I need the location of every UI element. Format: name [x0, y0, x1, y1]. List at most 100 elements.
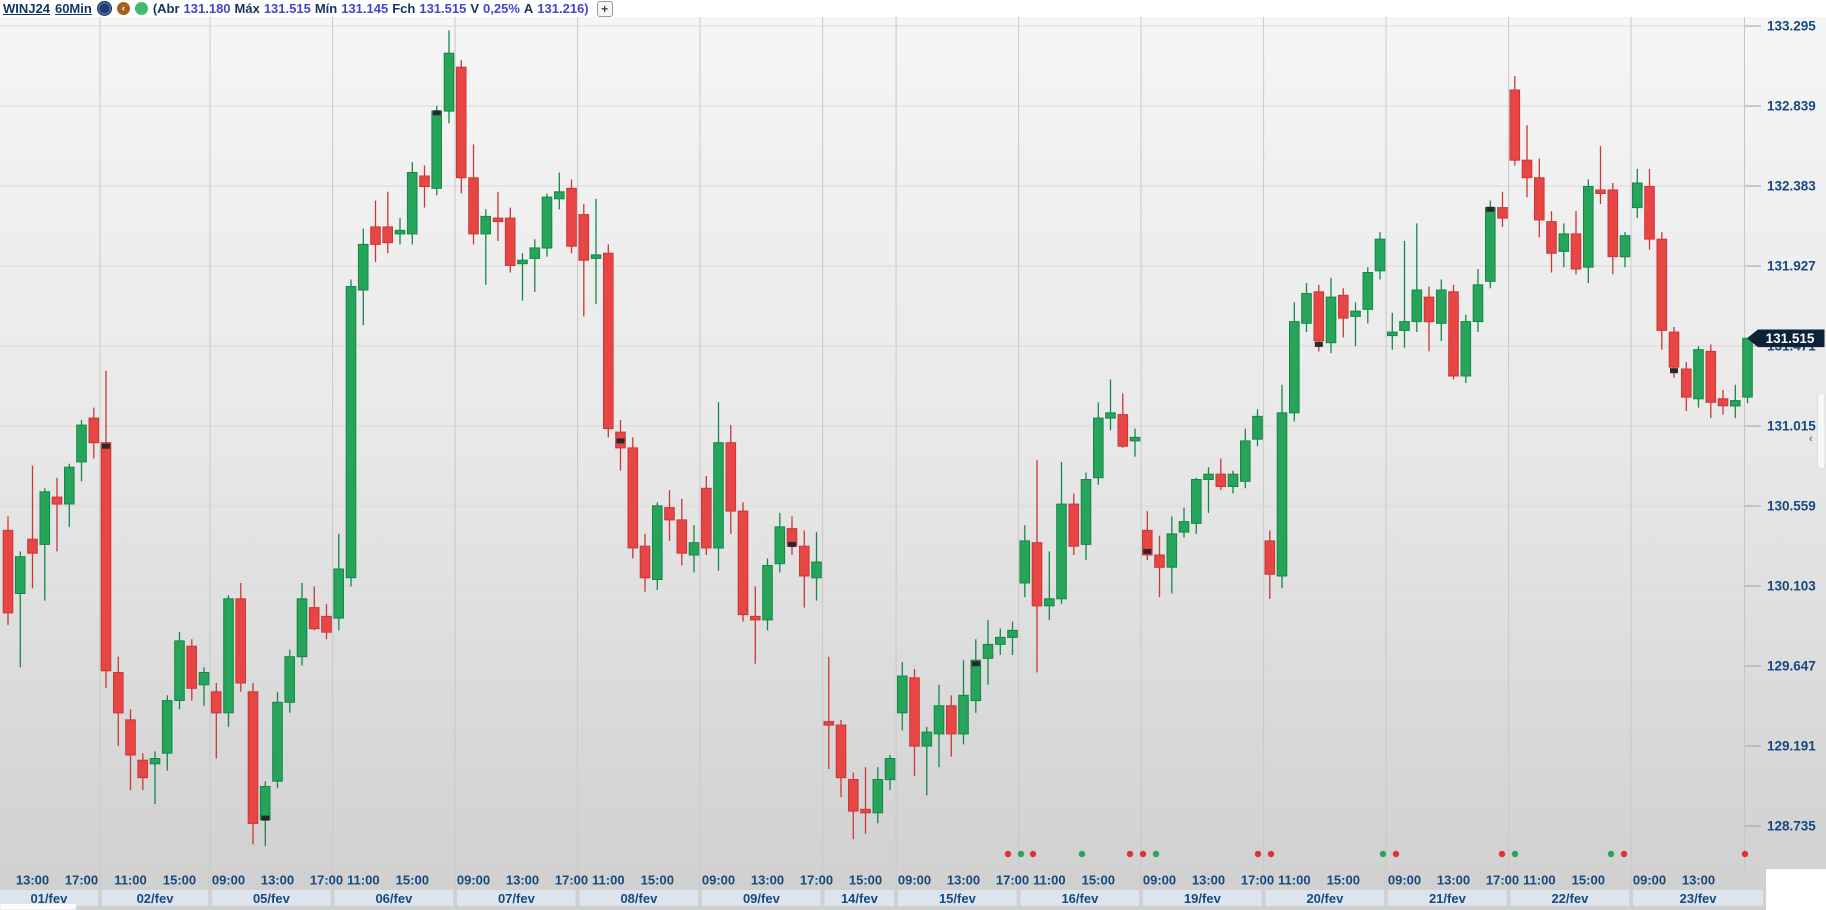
- symbol-label[interactable]: WINJ24: [3, 1, 50, 16]
- trade-marker-dot: [1029, 850, 1037, 858]
- candle-body: [468, 177, 479, 235]
- candle-body: [1142, 529, 1153, 556]
- candle-body: [1129, 436, 1141, 442]
- chevron-left-icon: ‹: [1809, 433, 1813, 445]
- candle-body: [1019, 540, 1031, 584]
- time-label: 13:00: [947, 873, 980, 888]
- candle-body: [2, 529, 14, 614]
- horizontal-scrollbar: [0, 903, 77, 910]
- close-value: 131.515: [419, 1, 467, 16]
- date-panel: [1020, 890, 1140, 906]
- candle-body: [198, 672, 210, 686]
- candle-body: [1117, 414, 1129, 447]
- variation-value: 0,25%: [483, 1, 520, 16]
- trade-marker-dot: [1126, 850, 1134, 858]
- candle-body: [88, 417, 100, 444]
- time-label: 11:00: [592, 873, 625, 888]
- time-label: 15:00: [1572, 873, 1605, 888]
- candle-body: [1619, 235, 1631, 258]
- trade-marker-dot: [1078, 850, 1086, 858]
- candle-body: [1387, 331, 1398, 337]
- candle-body: [27, 538, 38, 554]
- date-label: 02/fev: [137, 891, 175, 906]
- candle-body: [1313, 291, 1325, 342]
- date-label: 19/fev: [1184, 891, 1222, 906]
- time-label: 15:00: [1082, 873, 1115, 888]
- candle-body: [235, 598, 246, 684]
- time-label: 09:00: [898, 873, 931, 888]
- date-panel: [1143, 890, 1262, 906]
- time-label: 17:00: [310, 873, 343, 888]
- time-label: 09:00: [457, 873, 490, 888]
- candle-body: [1031, 542, 1043, 607]
- date-label: 01/fev: [30, 891, 68, 906]
- candle-body: [1399, 321, 1410, 331]
- prev-value: 131.216): [537, 1, 589, 16]
- candle-body: [345, 286, 357, 579]
- date-label: 22/fev: [1551, 891, 1589, 906]
- prev-label: A: [523, 1, 534, 16]
- time-label: 13:00: [506, 873, 539, 888]
- candle-body: [1595, 189, 1606, 194]
- candle-body: [333, 568, 344, 619]
- candle-body: [1154, 554, 1165, 568]
- candle-body: [357, 243, 369, 291]
- time-label: 11:00: [1523, 873, 1556, 888]
- trade-marker-dot: [1267, 850, 1275, 858]
- candle-body: [1227, 473, 1239, 488]
- variation-label: V: [470, 1, 480, 16]
- trade-marker-dot: [1254, 850, 1262, 858]
- candle-body: [51, 496, 63, 505]
- candle-body: [480, 215, 491, 235]
- candle-body: [223, 598, 234, 714]
- candle-body: [149, 758, 161, 765]
- time-label: 17:00: [1241, 873, 1274, 888]
- candle-body: [1423, 296, 1435, 323]
- exchange-logo-icon[interactable]: [96, 1, 112, 16]
- candle-body: [284, 656, 295, 703]
- current-price-badge: [1747, 329, 1825, 348]
- time-label: 17:00: [996, 873, 1029, 888]
- candle-body: [1570, 233, 1582, 270]
- trade-marker-dot: [1498, 850, 1506, 858]
- open-price-marker: [1670, 368, 1678, 374]
- candle-body: [382, 226, 393, 244]
- candle-body: [1362, 272, 1374, 310]
- time-label: 11:00: [1278, 873, 1311, 888]
- candle-body: [1068, 503, 1080, 547]
- date-label: 07/fev: [498, 891, 536, 906]
- candle-body: [492, 217, 504, 223]
- date-label: 15/fev: [939, 891, 977, 906]
- trade-marker-dot: [1741, 850, 1749, 858]
- date-label: 20/fev: [1306, 891, 1344, 906]
- add-indicator-button[interactable]: +: [596, 0, 613, 17]
- timeframe-label[interactable]: 60Min: [54, 1, 92, 16]
- open-price-marker: [1143, 548, 1152, 554]
- candle-body: [517, 259, 528, 265]
- date-label: 21/fev: [1429, 891, 1467, 906]
- price-tick-label: 132.839: [1767, 99, 1816, 114]
- candle-body: [750, 615, 761, 621]
- candle-body: [1546, 221, 1557, 254]
- candle-body: [1583, 186, 1594, 268]
- open-value: 131.180: [183, 1, 231, 16]
- open-label: (Abr: [152, 1, 180, 16]
- candle-body: [308, 607, 320, 630]
- candle-body: [1521, 159, 1533, 179]
- open-price-marker: [261, 815, 270, 821]
- candle-body: [639, 545, 651, 579]
- candle-body: [1044, 598, 1055, 607]
- candle-body: [1166, 533, 1178, 568]
- candle-body: [946, 705, 957, 735]
- candle-body: [64, 466, 75, 505]
- candle-body: [1264, 540, 1276, 575]
- time-label: 13:00: [1192, 873, 1225, 888]
- candle-body: [419, 175, 430, 187]
- trade-marker-dot: [1392, 850, 1400, 858]
- candle-body: [1644, 186, 1655, 240]
- candle-body: [774, 526, 786, 565]
- back-arrow-icon[interactable]: ‹: [116, 2, 130, 15]
- candle-body: [39, 491, 51, 545]
